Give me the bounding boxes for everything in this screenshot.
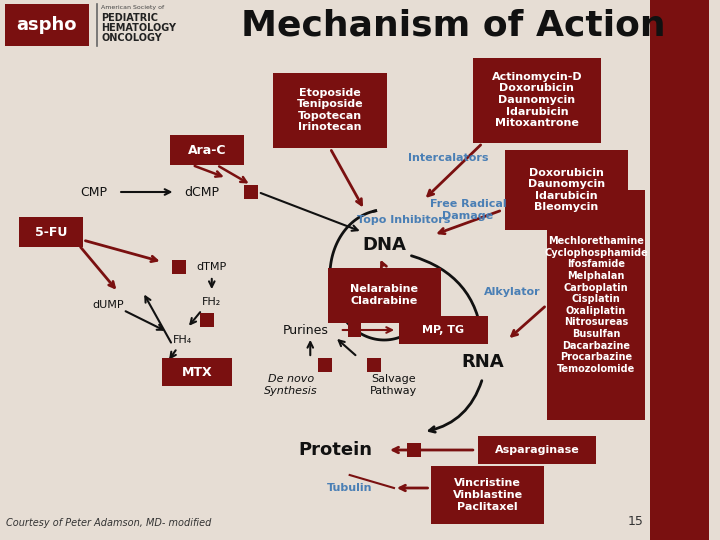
- Text: aspho: aspho: [16, 16, 76, 34]
- FancyBboxPatch shape: [161, 358, 233, 386]
- Text: PEDIATRIC: PEDIATRIC: [102, 13, 158, 23]
- FancyBboxPatch shape: [200, 313, 214, 327]
- Text: De novo
Synthesis: De novo Synthesis: [264, 374, 318, 396]
- FancyBboxPatch shape: [328, 267, 441, 322]
- Text: Asparaginase: Asparaginase: [495, 445, 579, 455]
- Text: Ara-C: Ara-C: [188, 144, 226, 157]
- FancyBboxPatch shape: [477, 436, 596, 464]
- Text: Alkylator: Alkylator: [484, 287, 541, 297]
- Text: Tubulin: Tubulin: [327, 483, 372, 493]
- Text: MP, TG: MP, TG: [422, 325, 464, 335]
- Text: dTMP: dTMP: [197, 262, 227, 272]
- Text: MTX: MTX: [181, 366, 212, 379]
- FancyBboxPatch shape: [399, 316, 487, 344]
- Text: CMP: CMP: [80, 186, 107, 199]
- FancyBboxPatch shape: [367, 358, 381, 372]
- Text: Intercalators: Intercalators: [408, 153, 488, 163]
- Text: HEMATOLOGY: HEMATOLOGY: [102, 23, 176, 33]
- FancyBboxPatch shape: [172, 260, 186, 274]
- Text: DNA: DNA: [362, 236, 406, 254]
- FancyBboxPatch shape: [0, 0, 197, 50]
- FancyBboxPatch shape: [318, 358, 332, 372]
- FancyBboxPatch shape: [431, 466, 544, 524]
- Text: Mechlorethamine
Cyclophosphamide
Ifosfamide
Melphalan
Carboplatin
Cisplatin
Oxal: Mechlorethamine Cyclophosphamide Ifosfam…: [544, 236, 648, 374]
- Text: FH₂: FH₂: [202, 297, 221, 307]
- Text: dUMP: dUMP: [93, 300, 124, 310]
- Text: Etoposide
Teniposide
Topotecan
Irinotecan: Etoposide Teniposide Topotecan Irinoteca…: [297, 87, 364, 132]
- Text: FH₄: FH₄: [173, 335, 192, 345]
- Text: Topo Inhibitors: Topo Inhibitors: [357, 215, 451, 225]
- FancyBboxPatch shape: [170, 135, 244, 165]
- Text: Courtesy of Peter Adamson, MD- modified: Courtesy of Peter Adamson, MD- modified: [6, 518, 211, 528]
- FancyBboxPatch shape: [19, 217, 84, 247]
- Text: American Society of: American Society of: [102, 5, 165, 10]
- Text: 5-FU: 5-FU: [35, 226, 68, 239]
- FancyBboxPatch shape: [348, 323, 361, 337]
- FancyBboxPatch shape: [407, 443, 420, 457]
- Text: Protein: Protein: [298, 441, 372, 459]
- Text: RNA: RNA: [462, 353, 504, 371]
- FancyBboxPatch shape: [505, 150, 628, 230]
- FancyBboxPatch shape: [244, 185, 258, 199]
- Text: ONCOLOGY: ONCOLOGY: [102, 33, 162, 43]
- FancyBboxPatch shape: [473, 57, 600, 143]
- Text: Salvage
Pathway: Salvage Pathway: [370, 374, 418, 396]
- Text: Purines: Purines: [282, 323, 328, 336]
- Text: Nelarabine
Cladrabine: Nelarabine Cladrabine: [350, 284, 418, 306]
- Text: dCMP: dCMP: [184, 186, 220, 199]
- FancyBboxPatch shape: [5, 4, 89, 46]
- Text: Actinomycin-D
Doxorubicin
Daunomycin
Idarubicin
Mitoxantrone: Actinomycin-D Doxorubicin Daunomycin Ida…: [492, 72, 582, 128]
- Text: Mechanism of Action: Mechanism of Action: [240, 8, 665, 42]
- FancyBboxPatch shape: [274, 72, 387, 147]
- Text: Doxorubicin
Daunomycin
Idarubicin
Bleomycin: Doxorubicin Daunomycin Idarubicin Bleomy…: [528, 167, 605, 212]
- Text: 15: 15: [627, 515, 643, 528]
- FancyBboxPatch shape: [650, 0, 709, 540]
- Text: Vincristine
Vinblastine
Paclitaxel: Vincristine Vinblastine Paclitaxel: [452, 478, 523, 511]
- FancyBboxPatch shape: [546, 190, 645, 420]
- Text: Free Radical
Damage: Free Radical Damage: [430, 199, 506, 221]
